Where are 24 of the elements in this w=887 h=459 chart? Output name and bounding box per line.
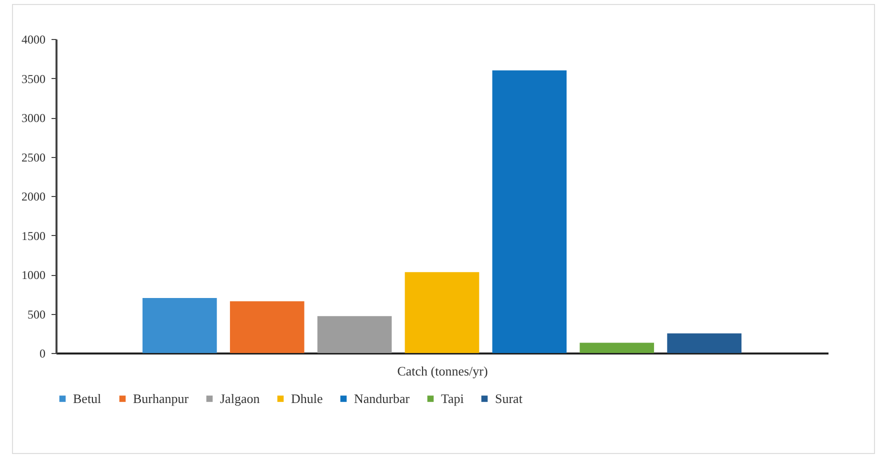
legend-label: Dhule [291,390,323,406]
bar [404,272,480,353]
x-axis-title: Catch (tonnes/yr) [397,364,488,378]
legend-label: Surat [495,390,523,406]
legend-label: Tapi [441,390,464,406]
bar [667,333,742,353]
bar [580,342,654,353]
legend-label: Betul [73,390,102,406]
y-tick-label: 500 [28,307,46,322]
legend-label: Jalgaon [220,390,260,406]
bar [230,301,304,353]
y-tick-label: 1500 [22,228,46,243]
legend-label: Nandurbar [354,390,410,406]
legend-label: Burhanpur [133,390,190,406]
bar [492,70,567,353]
y-tick-label: 2000 [22,190,46,204]
y-tick-label: 4000 [22,32,46,46]
y-tick-label: 2500 [22,150,46,164]
bar [142,298,217,353]
y-tick-label: 1000 [22,268,46,282]
y-tick-label: 0 [40,346,46,360]
y-tick-label: 3500 [22,72,46,86]
y-tick-label: 3000 [22,111,46,125]
bar [317,316,392,353]
